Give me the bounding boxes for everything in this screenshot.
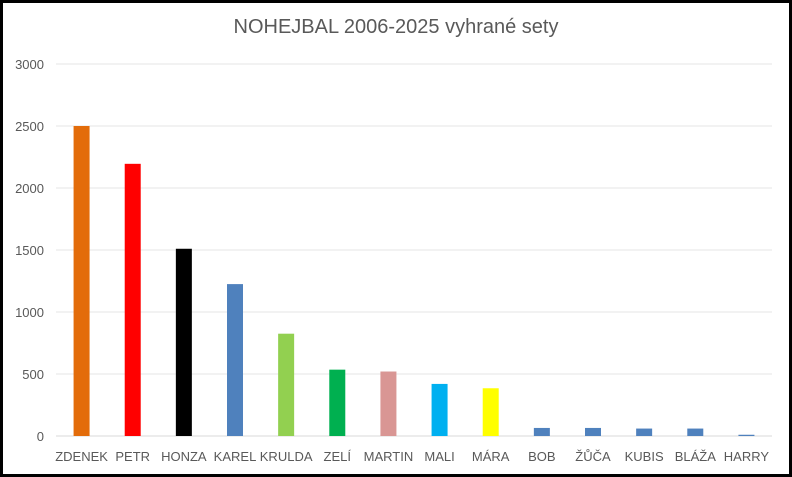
bar [738,434,755,436]
y-tick-label: 2500 [15,119,44,134]
y-tick-label: 0 [37,429,44,444]
x-tick-label: MARTIN [364,449,414,464]
x-tick-label: MALI [424,449,454,464]
x-tick-label: ZDENEK [55,449,108,464]
y-axis-ticks: 0 500 1000 1500 2000 2500 3000 [15,57,44,444]
bar [431,383,448,436]
x-tick-label: ZELÍ [324,449,352,464]
y-tick-label: 500 [22,367,44,382]
bar [124,163,141,436]
bar [687,428,704,436]
x-tick-label: ŽŮČA [575,449,611,464]
bar [636,428,653,436]
bar [175,248,192,436]
x-tick-label: BOB [528,449,555,464]
chart-title: NOHEJBAL 2006-2025 vyhrané sety [233,16,559,38]
x-axis-ticks: ZDENEK PETR HONZA KAREL KRULDA ZELÍ MARTIN MALI… [55,449,769,464]
bar [380,371,397,436]
x-tick-label: HARRY [724,449,770,464]
bar [329,369,346,436]
x-tick-label: KRULDA [260,449,313,464]
bar [482,388,499,436]
bar [585,427,601,436]
x-tick-label: PETR [115,449,150,464]
y-tick-label: 1000 [15,305,44,320]
x-tick-label: KUBIS [625,449,664,464]
y-tick-label: 1500 [15,243,44,258]
bars [73,126,755,436]
bar [278,333,295,436]
bar [533,427,550,436]
x-tick-label: HONZA [161,449,207,464]
gridlines [56,63,772,437]
y-tick-label: 2000 [15,181,44,196]
bar [73,126,90,436]
x-tick-label: MÁRA [472,449,510,464]
x-tick-label: BLÁŽA [675,449,717,464]
y-tick-label: 3000 [15,57,44,72]
x-tick-label: KAREL [214,449,257,464]
bar [227,284,243,436]
